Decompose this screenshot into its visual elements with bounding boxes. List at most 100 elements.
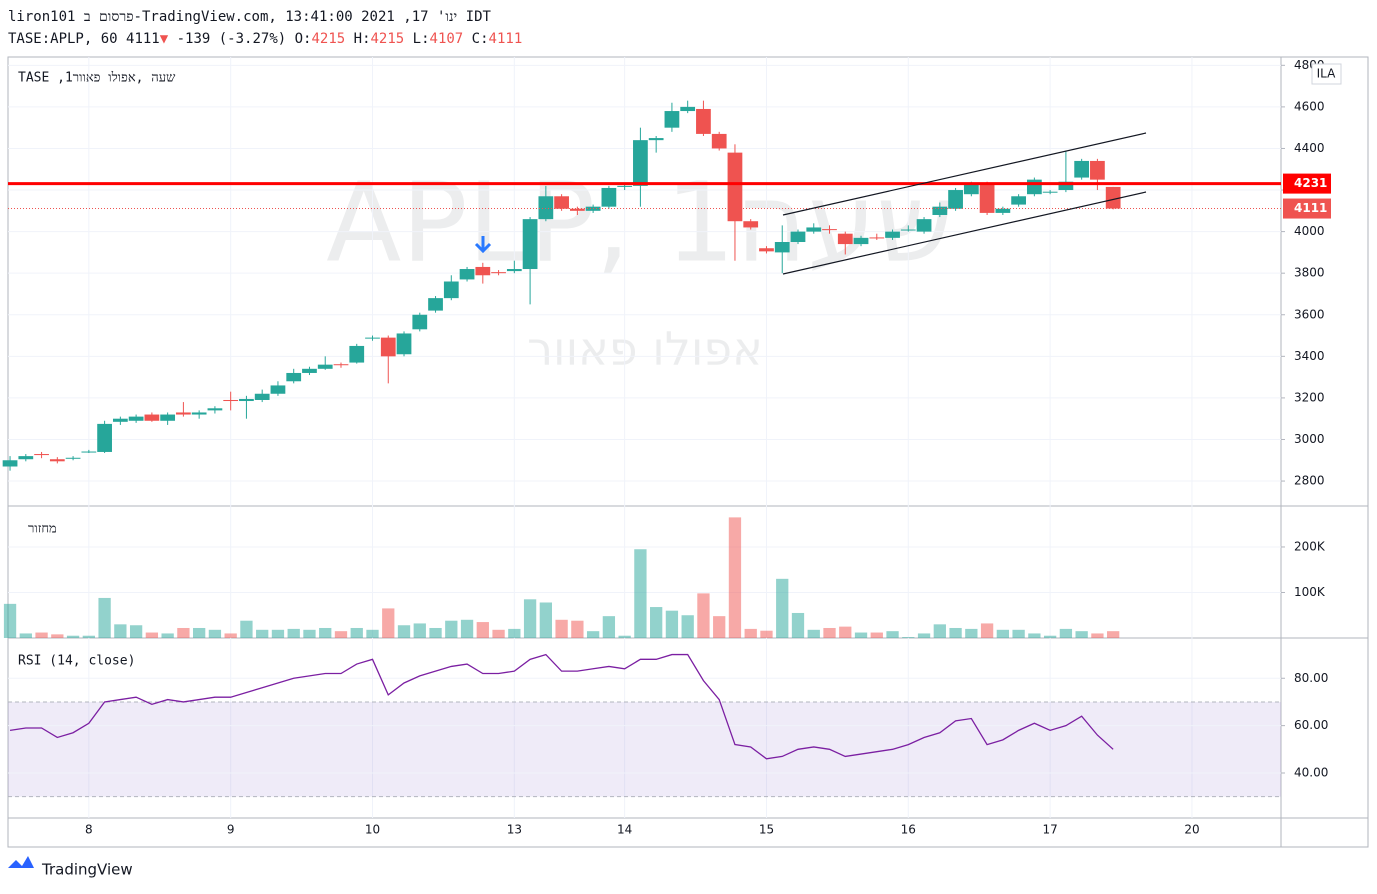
rsi-line (9, 653, 1114, 760)
candle-body (648, 138, 664, 141)
header-line: liron101 פרסום ב-TradingView.com, ינו' 1… (8, 9, 491, 26)
candle-body (774, 242, 790, 253)
volume-legend: מחזור (28, 522, 57, 537)
volume-bar (1091, 633, 1104, 638)
volume-bar (1107, 631, 1120, 638)
candle-body (885, 231, 900, 238)
x-tick-label: 16 (901, 823, 916, 837)
volume-bar (145, 632, 159, 638)
volume-bar (949, 627, 962, 638)
volume-bar (382, 608, 395, 638)
volume-bar (19, 633, 32, 638)
x-tick-label: 9 (227, 823, 235, 837)
volume-bar (1075, 631, 1088, 638)
candle-body (538, 196, 554, 220)
x-tick-label: 10 (365, 823, 380, 837)
candle-body (97, 423, 112, 452)
volume-bar (1043, 635, 1057, 638)
volume-bar (445, 620, 458, 638)
candle-body (806, 227, 822, 232)
candle-body (254, 393, 270, 400)
candle-body (1026, 179, 1042, 195)
volume-bar (256, 629, 269, 638)
volume-bar (776, 578, 789, 638)
price-label: 4111 (1294, 201, 1327, 215)
x-tick-label: 14 (617, 823, 632, 837)
candle-body (869, 237, 885, 239)
candle-body (160, 414, 176, 421)
volume-bar (902, 637, 915, 638)
c-value: 4111 (488, 31, 523, 47)
volume-bar (713, 616, 726, 638)
candle-body (680, 106, 696, 112)
candle-body (727, 152, 743, 222)
candle-body (365, 337, 380, 339)
volume-bar (508, 628, 521, 638)
symbol: TASE:APLP, 60 (8, 31, 118, 47)
candle-body (554, 196, 569, 209)
candle-body (948, 190, 963, 209)
volume-bar (397, 625, 411, 638)
volume-bar (697, 593, 710, 638)
candle-body (506, 269, 522, 272)
volume-bar (413, 623, 426, 638)
candle-body (128, 416, 144, 421)
candle-body (428, 298, 443, 311)
candle-body (459, 269, 475, 280)
candle-body (443, 281, 459, 299)
candle-body (144, 414, 160, 421)
l-value: 4107 (429, 31, 464, 47)
candle-body (837, 233, 853, 245)
volume-bar (760, 630, 773, 638)
candle-body (176, 412, 191, 415)
header-ohlc: TASE:APLP, 60 4111▼ -139 (-3.27%) O:4215… (8, 31, 522, 47)
candle-body (191, 412, 207, 415)
volume-bar (1012, 629, 1025, 638)
candle-body (18, 456, 34, 460)
candle-body (979, 183, 995, 213)
volume-bar (129, 625, 143, 638)
volume-bar (208, 629, 222, 638)
candle-body (916, 219, 932, 232)
volume-bar (240, 620, 253, 638)
volume-bar (728, 517, 742, 638)
volume-bar (996, 629, 1010, 638)
candle-body (49, 459, 65, 462)
candle-body (223, 399, 239, 402)
rsi-legend: RSI (14, close) (18, 654, 135, 669)
volume-bar (917, 633, 931, 638)
volume-bar (791, 612, 805, 638)
candle-body (900, 229, 916, 231)
candle-body (2, 460, 18, 467)
header-info: liron101 פרסום ב-TradingView.com, ינו' 1… (8, 9, 491, 25)
volume-bar (823, 627, 836, 638)
c-label: C: (471, 31, 489, 47)
h-label: H: (353, 31, 371, 47)
candle-body (65, 457, 81, 459)
y-tick-label: 4400 (1294, 141, 1325, 155)
candle-body (822, 229, 837, 231)
logo-icon (8, 856, 34, 868)
candle-body (396, 333, 412, 355)
volume-bar (980, 623, 994, 638)
candle-body (759, 248, 774, 252)
y-tick-label: 3400 (1294, 349, 1325, 363)
candle-body (349, 345, 365, 363)
candle-body (81, 451, 97, 453)
volume-bar (98, 597, 111, 638)
volume-bar (933, 624, 946, 638)
arrow: ▼ (159, 31, 169, 47)
volume-bar (51, 634, 64, 638)
volume-bar (334, 631, 348, 638)
candle-body (34, 454, 49, 456)
logo: TradingView (41, 861, 133, 879)
volume-bar (634, 549, 647, 638)
arrow-marker (474, 236, 492, 254)
candle-body (317, 364, 333, 369)
candle-body (569, 208, 585, 211)
volume-bar (539, 602, 552, 638)
candle-body (1105, 186, 1121, 209)
y-tick-label: 3200 (1294, 390, 1325, 404)
l-label: L: (412, 31, 430, 47)
